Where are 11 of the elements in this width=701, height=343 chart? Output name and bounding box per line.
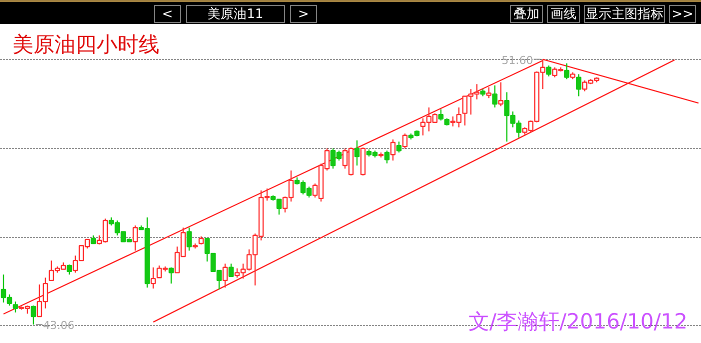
annotation: 51.60 xyxy=(502,54,534,67)
text: < xyxy=(154,5,181,23)
text: 画线 xyxy=(547,5,580,23)
annotation: 43.06 xyxy=(43,319,75,332)
text: >> xyxy=(669,5,696,23)
text: 叠加 xyxy=(510,5,543,23)
chart-title: 美原油四小时线 xyxy=(12,32,160,56)
annotation: 文/李瀚轩/2016/10/12 xyxy=(468,310,688,334)
text: 显示主图指标 xyxy=(584,5,665,23)
text: > xyxy=(290,5,317,23)
text: 美原油11 xyxy=(186,5,285,23)
